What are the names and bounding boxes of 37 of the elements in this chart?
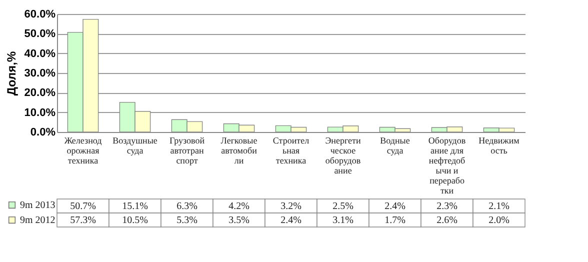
legend-label: 9m 2013 — [20, 200, 56, 211]
data-label: 2.6% — [436, 215, 458, 226]
data-label: 57.3% — [70, 215, 96, 226]
data-label: 50.7% — [70, 201, 96, 212]
y-tick-label: 10.0% — [24, 106, 56, 119]
x-tick-label: Железнодорожная техника — [64, 136, 102, 166]
y-tick-label: 50.0% — [24, 28, 56, 40]
data-label: 2.5% — [332, 201, 354, 212]
x-tick-label: Энергетическое оборудование — [325, 136, 361, 176]
x-tick-label: Легковые автомобили — [220, 136, 258, 166]
y-tick-label: 0.0% — [30, 126, 56, 138]
y-tick-label: 20.0% — [24, 87, 56, 100]
x-tick-label: Грузовой автотранспорт — [169, 136, 205, 166]
y-tick-label: 60.0% — [24, 8, 56, 20]
y-tick-label: 30.0% — [24, 68, 56, 80]
data-label: 3.1% — [332, 215, 354, 226]
x-tick-label: Оборудование для нефтедобычи и переработки — [428, 136, 466, 196]
data-label: 3.5% — [228, 215, 250, 226]
x-tick-label: Водные суда — [380, 136, 410, 156]
y-tick-label: 40.0% — [24, 48, 56, 60]
data-label: 6.3% — [176, 201, 198, 212]
data-label: 4.2% — [228, 201, 250, 212]
data-label: 10.5% — [122, 215, 148, 226]
data-label: 2.0% — [488, 215, 510, 226]
data-label: 2.4% — [280, 215, 302, 226]
data-label: 5.3% — [176, 215, 198, 226]
data-label: 2.1% — [488, 201, 510, 212]
legend-label: 9m 2012 — [20, 215, 56, 226]
x-tick-label: Недвижимость — [478, 136, 520, 156]
x-tick-label: Строительная техника — [272, 136, 310, 166]
data-label: 1.7% — [384, 215, 406, 226]
data-label: 2.4% — [384, 201, 406, 212]
data-label: 2.3% — [436, 201, 458, 212]
data-label: 15.1% — [122, 201, 148, 212]
data-label: 3.2% — [280, 201, 302, 212]
y-axis-title: Доля,% — [4, 50, 18, 96]
x-tick-label: Воздушные суда — [112, 136, 158, 156]
